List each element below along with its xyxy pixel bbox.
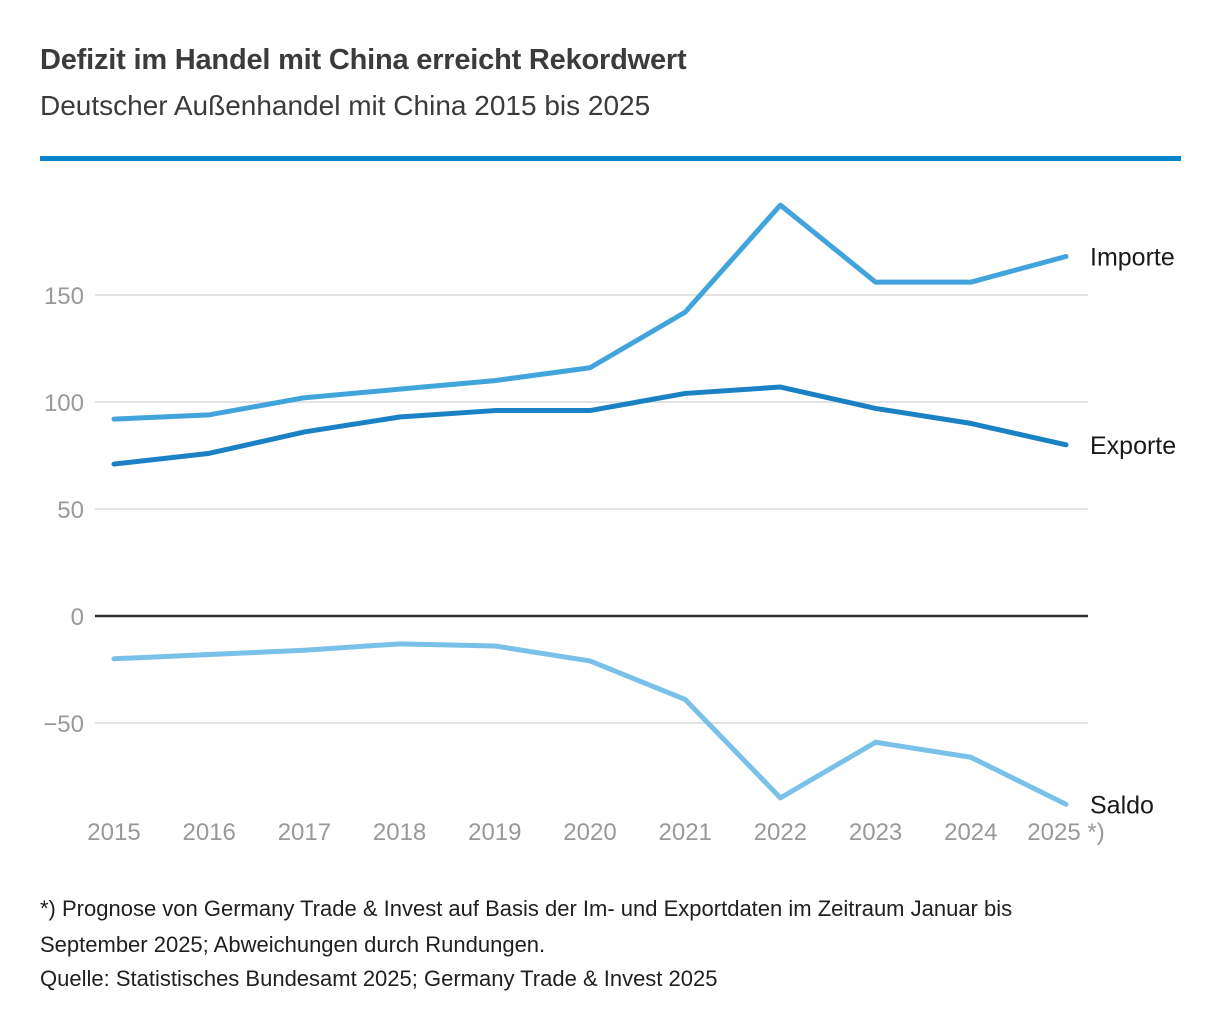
x-tick-label-2020: 2020 (563, 819, 616, 846)
x-tick-label-2016: 2016 (183, 819, 236, 846)
x-tick-label-2023: 2023 (849, 819, 902, 846)
accent-divider (40, 156, 1181, 161)
y-tick-label-50: 50 (57, 497, 84, 524)
series-label-importe: Importe (1090, 243, 1175, 271)
x-tick-label-2022: 2022 (754, 819, 807, 846)
importe-line (111, 202, 1069, 422)
trade-line-chart: 150 100 50 0 −50 2015 2016 2017 2018 2019 2020 2021… (43, 202, 1176, 846)
x-tick-label-2021: 2021 (659, 819, 712, 846)
x-tick-label-2018: 2018 (373, 819, 426, 846)
x-tick-label-2025: 2025 *) (1027, 819, 1104, 846)
series-label-exporte: Exporte (1090, 432, 1176, 460)
x-tick-label-2015: 2015 (87, 819, 140, 846)
y-tick-label--50: −50 (43, 711, 84, 738)
page-subtitle: Deutscher Außenhandel mit China 2015 bis… (40, 90, 651, 121)
saldo-line (111, 641, 1069, 807)
y-tick-label-150: 150 (44, 283, 84, 310)
y-tick-label-0: 0 (71, 604, 84, 631)
source-line: Quelle: Statistisches Bundesamt 2025; Ge… (40, 966, 718, 991)
footnote: *) Prognose von Germany Trade & Invest a… (40, 896, 1013, 957)
x-tick-label-2017: 2017 (278, 819, 331, 846)
y-tick-label-100: 100 (44, 390, 84, 417)
exporte-line (111, 384, 1069, 467)
x-tick-label-2019: 2019 (468, 819, 521, 846)
x-tick-label-2024: 2024 (944, 819, 997, 846)
page-title: Defizit im Handel mit China erreicht Rek… (40, 44, 687, 76)
series-label-saldo: Saldo (1090, 791, 1154, 819)
